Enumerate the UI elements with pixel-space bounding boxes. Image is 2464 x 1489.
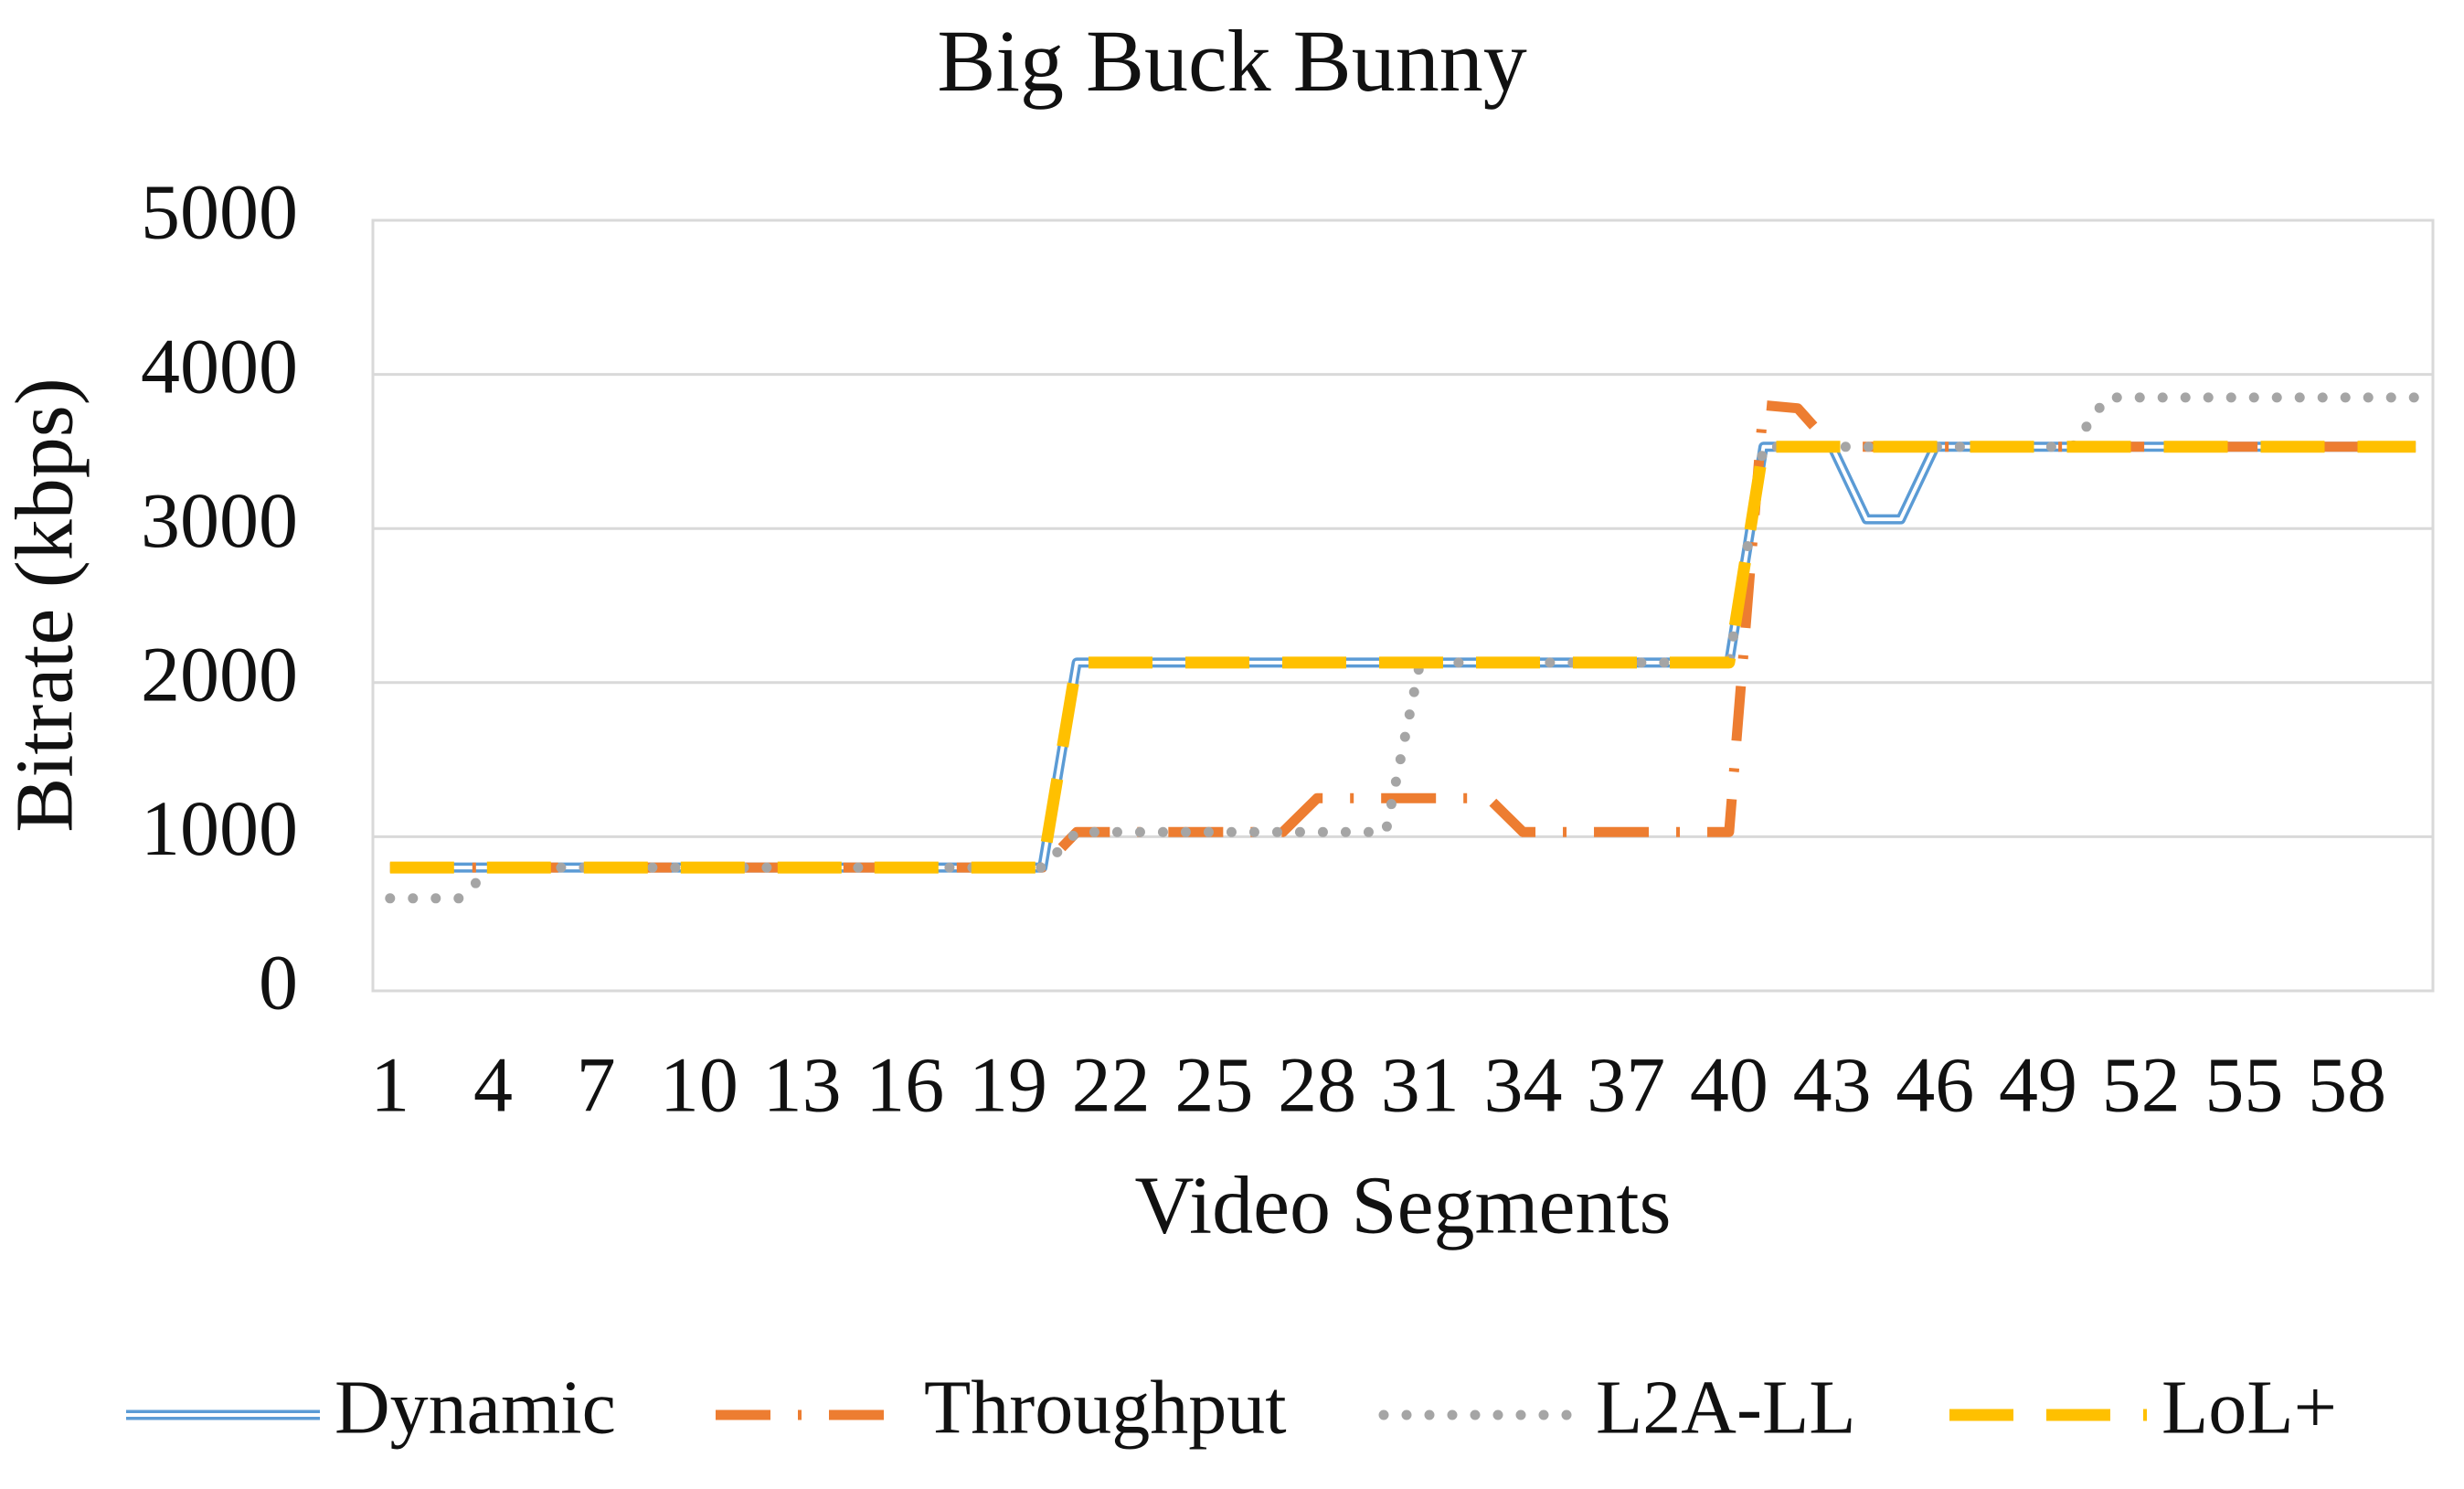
x-tick-label: 37 bbox=[1587, 1041, 1665, 1129]
series-line bbox=[389, 441, 2416, 874]
y-tick-label: 2000 bbox=[141, 631, 298, 718]
x-tick-label: 34 bbox=[1483, 1041, 1562, 1129]
x-tick-label: 4 bbox=[473, 1041, 513, 1129]
series-line bbox=[385, 392, 2421, 904]
x-tick-label: 19 bbox=[969, 1041, 1047, 1129]
legend-label: LoL+ bbox=[2161, 1365, 2337, 1450]
x-tick-label: 31 bbox=[1381, 1041, 1460, 1129]
y-tick-label: 0 bbox=[259, 939, 298, 1026]
x-tick-label: 55 bbox=[2204, 1041, 2283, 1129]
plot-area bbox=[371, 218, 2435, 993]
y-tick-label: 3000 bbox=[141, 476, 298, 564]
x-tick-label: 43 bbox=[1793, 1041, 1872, 1129]
legend-label: Throughput bbox=[924, 1365, 1287, 1450]
x-tick-label: 1 bbox=[370, 1041, 409, 1129]
x-tick-label: 10 bbox=[660, 1041, 738, 1129]
x-tick-label: 46 bbox=[1896, 1041, 1974, 1129]
x-tick-label: 13 bbox=[763, 1041, 842, 1129]
y-tick-label: 1000 bbox=[141, 784, 298, 872]
legend-label: Dynamic bbox=[335, 1365, 616, 1450]
y-tick-label: 4000 bbox=[141, 322, 298, 409]
y-axis-label: Bitrate (kbps) bbox=[0, 378, 90, 832]
series-line bbox=[389, 399, 2416, 873]
x-tick-label: 52 bbox=[2102, 1041, 2181, 1129]
x-tick-label: 7 bbox=[577, 1041, 616, 1129]
x-tick-label: 49 bbox=[1999, 1041, 2077, 1129]
x-tick-label: 25 bbox=[1174, 1041, 1253, 1129]
x-tick-label: 58 bbox=[2308, 1041, 2386, 1129]
x-tick-label: 28 bbox=[1278, 1041, 1356, 1129]
x-tick-label: 40 bbox=[1690, 1041, 1768, 1129]
x-axis-label: Video Segments bbox=[1134, 1161, 1671, 1251]
y-tick-label: 5000 bbox=[141, 168, 298, 256]
chart-title: Big Buck Bunny bbox=[937, 12, 1526, 110]
x-tick-label: 16 bbox=[866, 1041, 944, 1129]
legend-label: L2A-LL bbox=[1596, 1365, 1856, 1450]
x-tick-label: 22 bbox=[1072, 1041, 1151, 1129]
